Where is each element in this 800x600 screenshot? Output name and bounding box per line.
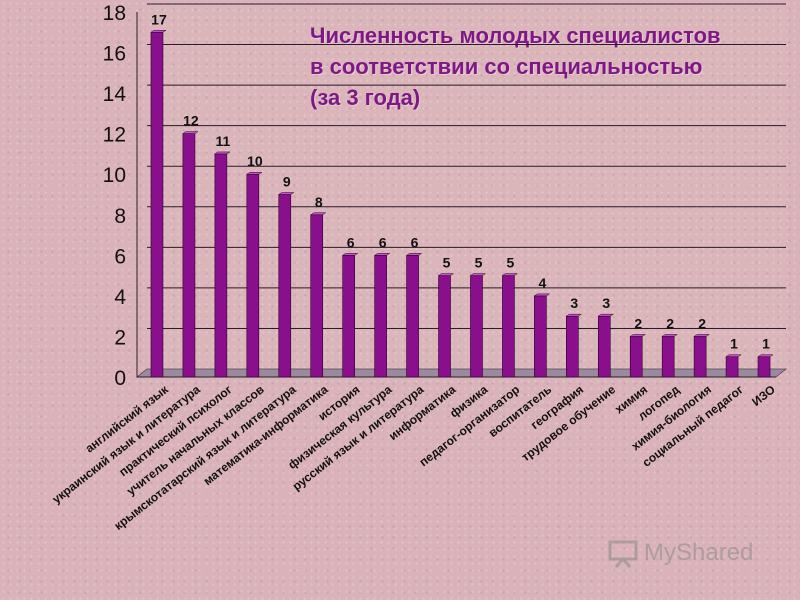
bar [693,336,707,378]
data-label: 6 [411,234,419,250]
y-tick-label: 4 [114,286,126,309]
bar [725,356,739,378]
y-tick-label: 6 [114,245,126,268]
bar [470,275,483,378]
data-label: 1 [730,336,738,352]
bar [661,336,675,378]
bar-top [245,171,263,175]
bar [438,275,451,378]
bar-top [565,313,583,317]
bar-top [533,293,551,297]
x-tick-label: ИЗО [749,382,778,409]
data-label: 9 [283,174,291,190]
bar-top [341,253,359,256]
presentation-icon [608,540,638,568]
bar [406,255,419,378]
bar [566,315,579,378]
y-tick-label: 8 [114,205,126,228]
y-tick-label: 14 [103,83,127,106]
bar [150,31,164,378]
bar-top [277,192,295,195]
bar [182,133,196,378]
bar-top [597,313,615,317]
bar [597,315,611,378]
y-tick-label: 2 [114,326,126,349]
data-label: 6 [347,234,355,250]
chart-title: Численность молодых специалистов в соотв… [310,20,730,113]
bar-top [405,253,423,256]
bar-top [501,273,519,276]
bar-top [437,273,455,276]
data-label: 2 [634,315,642,331]
bar [374,255,387,378]
chart-floor [135,368,788,378]
y-tick-label: 0 [114,367,126,390]
bar-top [214,151,231,155]
plot-area [147,4,786,369]
data-label: 3 [570,295,578,311]
bar-top [693,334,710,337]
bar-top [757,354,774,357]
data-label: 5 [507,255,515,271]
bar [629,336,643,378]
bar [214,153,228,378]
watermark-text: MyShared [644,539,754,566]
bar-top [725,354,742,357]
data-label: 10 [247,153,263,169]
bar [502,275,515,378]
data-label: 5 [475,255,483,271]
data-label: 6 [379,234,387,250]
y-tick-label: 10 [103,164,126,187]
data-label: 17 [151,11,167,27]
bar [757,356,771,378]
data-label: 12 [183,113,199,129]
data-label: 5 [443,255,451,271]
y-tick-label: 18 [103,2,126,25]
data-label: 11 [215,133,230,149]
bar-top [373,253,391,256]
data-label: 3 [602,295,610,311]
data-label: 2 [666,315,674,331]
bar-top [182,131,199,134]
data-label: 2 [698,315,706,331]
bar-top [309,212,327,216]
bar [310,214,324,378]
bar [246,173,260,378]
bar [342,255,355,378]
watermark: MyShared [608,538,753,568]
y-tick-label: 12 [103,124,126,147]
bar [278,194,292,378]
data-label: 8 [315,194,323,210]
bar-top [150,30,167,33]
data-label: 4 [538,275,546,291]
y-tick-label: 16 [103,43,126,66]
bar-top [469,273,487,276]
bar-top [661,334,679,337]
data-label: 1 [762,336,770,352]
bar-top [629,334,647,337]
bar [534,295,547,378]
